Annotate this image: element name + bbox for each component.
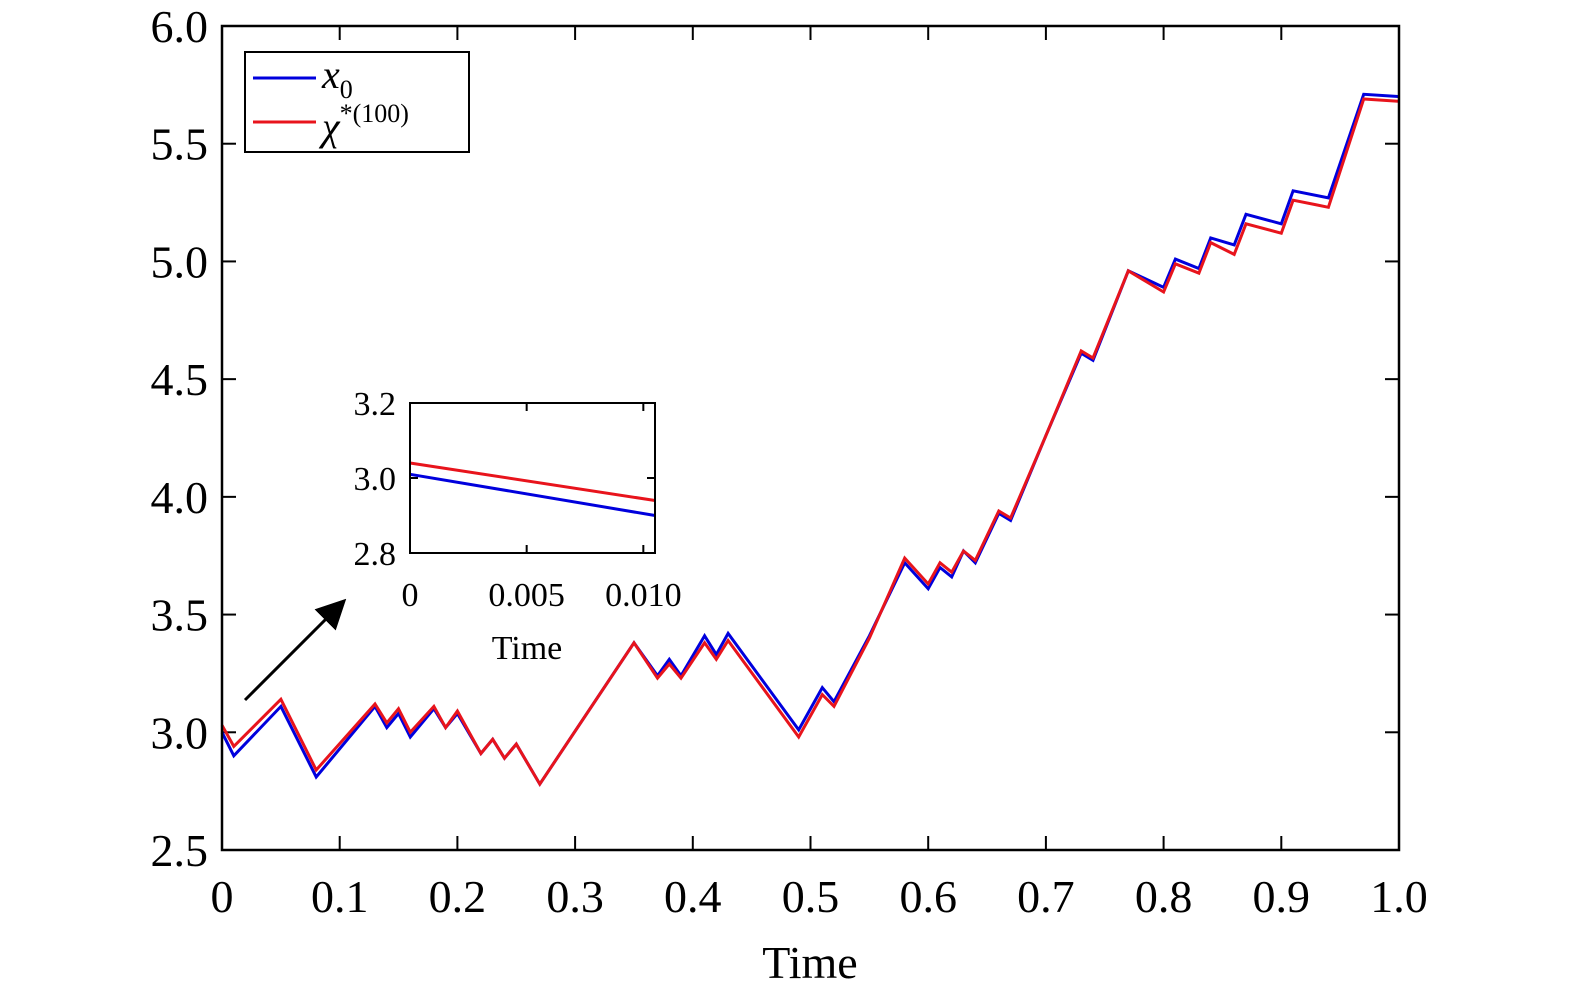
main-x-tick-label: 0.5 bbox=[782, 871, 840, 922]
main-series bbox=[220, 92, 1400, 787]
main-plot: 0 0.1 0.2 0.3 0.4 0.5 0.6 0.7 0.8 0.9 1.0 2.5 3.0 3.5… bbox=[151, 1, 1428, 988]
inset-series bbox=[409, 461, 656, 517]
legend-label-chi-main: χ bbox=[318, 104, 341, 149]
main-series-line-1 bbox=[220, 92, 1400, 787]
main-y-tick-label: 2.5 bbox=[151, 825, 209, 876]
inset-x-tick-label: 0.005 bbox=[488, 577, 565, 614]
legend-label-chi-sup: *(100) bbox=[340, 99, 409, 128]
main-y-tick-label: 6.0 bbox=[151, 1, 209, 52]
inset-series-line-2 bbox=[409, 461, 656, 502]
inset-y-tick-label: 2.8 bbox=[354, 536, 397, 573]
inset-x-tick-label: 0.010 bbox=[605, 577, 682, 614]
inset-tick-labels: 0 0.005 0.010 2.8 3.0 3.2 bbox=[354, 386, 682, 614]
inset-y-tick-label: 3.0 bbox=[354, 461, 397, 498]
inset-plot: 0 0.005 0.010 2.8 3.0 3.2 Time bbox=[354, 386, 682, 667]
main-x-tick-label: 0.4 bbox=[664, 871, 722, 922]
main-y-tick-label: 3.5 bbox=[151, 590, 209, 641]
legend-box bbox=[244, 51, 470, 153]
main-y-tick-label: 5.5 bbox=[151, 119, 209, 170]
inset-background bbox=[410, 403, 655, 553]
inset-y-tick-label: 3.2 bbox=[354, 386, 397, 423]
main-x-tick-label: 0.3 bbox=[546, 871, 604, 922]
main-y-tick-label: 3.0 bbox=[151, 707, 209, 758]
legend-label-x0-main: x bbox=[321, 52, 340, 97]
main-x-tick-label: 0.2 bbox=[429, 871, 487, 922]
inset-series-line-1 bbox=[409, 472, 656, 517]
main-x-axis-title: Time bbox=[762, 937, 857, 988]
inset-pointer-arrow bbox=[243, 598, 347, 702]
main-x-tick-label: 0.1 bbox=[311, 871, 369, 922]
main-series-line-2 bbox=[220, 97, 1400, 787]
main-x-tick-label: 0 bbox=[211, 871, 234, 922]
inset-plot-frame bbox=[409, 402, 656, 554]
legend-label-chi: χ*(100) bbox=[318, 99, 409, 149]
inset-x-axis-title: Time bbox=[492, 630, 563, 667]
legend-label-x0: x0 bbox=[321, 52, 353, 104]
main-x-tick-label: 0.9 bbox=[1253, 871, 1311, 922]
inset-x-tick-label: 0 bbox=[402, 577, 419, 614]
legend-label-x0-sub: 0 bbox=[340, 75, 353, 104]
legend: x0 χ*(100) bbox=[244, 51, 470, 153]
main-x-tick-label: 0.6 bbox=[899, 871, 957, 922]
main-y-tick-label: 5.0 bbox=[151, 236, 209, 287]
main-x-tick-label: 0.8 bbox=[1135, 871, 1193, 922]
main-x-tick-label: 0.7 bbox=[1017, 871, 1075, 922]
main-y-tick-label: 4.0 bbox=[151, 472, 209, 523]
main-x-tick-label: 1.0 bbox=[1370, 871, 1428, 922]
main-y-tick-label: 4.5 bbox=[151, 354, 209, 405]
main-tick-labels: 0 0.1 0.2 0.3 0.4 0.5 0.6 0.7 0.8 0.9 1.0 2.5 3.0 3.5… bbox=[151, 1, 1428, 922]
main-plot-frame bbox=[220, 24, 1401, 852]
